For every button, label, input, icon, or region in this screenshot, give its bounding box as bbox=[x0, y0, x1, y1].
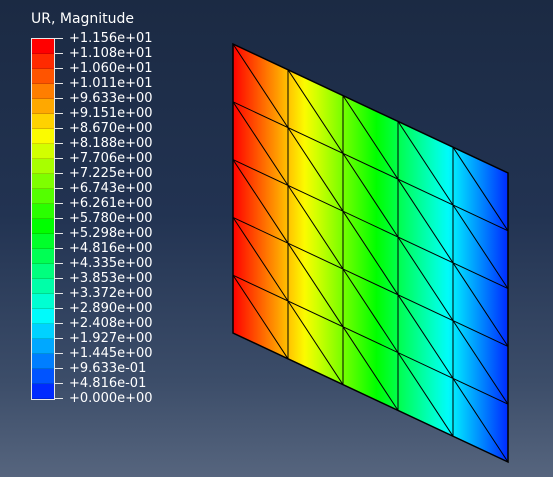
mesh-edge bbox=[232, 159, 509, 290]
mesh-edge bbox=[397, 121, 454, 206]
legend-swatch bbox=[32, 369, 54, 384]
legend-tick-label: +8.670e+00 bbox=[54, 121, 153, 136]
legend-tick-labels: +1.156e+01 +1.108e+01 +1.060e+01 +1.011e+01… bbox=[54, 31, 153, 406]
mesh-edge bbox=[232, 101, 289, 186]
legend-swatch bbox=[32, 84, 54, 99]
legend-tick-label: +9.151e+00 bbox=[54, 106, 153, 121]
legend-tick-label: +9.633e+00 bbox=[54, 91, 153, 106]
legend-swatch bbox=[32, 69, 54, 84]
mesh-edge bbox=[342, 210, 399, 296]
mesh-edge bbox=[232, 43, 289, 128]
legend-tick-label: +6.261e+00 bbox=[54, 196, 153, 211]
legend-swatch bbox=[32, 339, 54, 354]
legend-swatch bbox=[32, 234, 54, 249]
legend-swatch bbox=[32, 279, 54, 294]
legend-swatch bbox=[32, 99, 54, 114]
mesh-edge bbox=[232, 216, 509, 347]
legend-tick-label: +5.780e+00 bbox=[54, 211, 153, 226]
mesh-edge bbox=[452, 204, 509, 289]
legend-tick-label: +8.188e+00 bbox=[54, 136, 153, 151]
legend-tick-label: +4.335e+00 bbox=[54, 256, 153, 271]
legend-tick-label: +0.000e+00 bbox=[54, 391, 153, 406]
mesh-edge bbox=[397, 352, 454, 437]
legend-tick-label: +1.011e+01 bbox=[54, 76, 153, 91]
legend-tick-label: +1.927e+00 bbox=[54, 331, 153, 346]
legend-swatch bbox=[32, 54, 54, 69]
mesh-edge bbox=[342, 95, 399, 180]
legend-tick-label: +3.372e+00 bbox=[54, 286, 153, 301]
legend-swatch bbox=[32, 39, 54, 54]
legend-swatch bbox=[32, 309, 54, 324]
legend-swatch bbox=[32, 384, 54, 399]
mesh-edge bbox=[232, 217, 289, 302]
legend-swatch bbox=[32, 324, 54, 339]
mesh-edge bbox=[232, 274, 509, 405]
legend-tick-label: +6.743e+00 bbox=[54, 181, 153, 196]
legend-color-bar bbox=[31, 38, 55, 400]
legend-swatch bbox=[32, 219, 54, 234]
mesh-edge bbox=[452, 320, 509, 405]
mesh-edge bbox=[342, 268, 399, 353]
mesh-edge bbox=[397, 178, 454, 264]
mesh-edge bbox=[452, 378, 509, 463]
legend-swatch bbox=[32, 264, 54, 279]
legend-swatch bbox=[32, 204, 54, 219]
mesh-edge bbox=[287, 300, 344, 385]
legend-tick-label: +1.445e+00 bbox=[54, 346, 153, 361]
mesh-edge bbox=[342, 153, 399, 238]
legend-tick-label: +7.706e+00 bbox=[54, 151, 153, 166]
legend-tick-label: +1.060e+01 bbox=[54, 61, 153, 76]
legend-tick-label: +1.156e+01 bbox=[54, 31, 153, 46]
legend-tick-label: +2.890e+00 bbox=[54, 301, 153, 316]
mesh-edge bbox=[287, 242, 344, 328]
legend-tick-label: +1.108e+01 bbox=[54, 46, 153, 61]
legend-tick-label: +5.298e+00 bbox=[54, 226, 153, 241]
legend-title: UR, Magnitude bbox=[31, 11, 135, 27]
legend-swatch bbox=[32, 294, 54, 309]
legend-swatch bbox=[32, 129, 54, 144]
legend-swatch bbox=[32, 174, 54, 189]
mesh-edge bbox=[287, 127, 344, 212]
mesh-edge bbox=[232, 159, 289, 244]
mesh-edge bbox=[397, 236, 454, 321]
mesh-edge bbox=[232, 101, 509, 232]
mesh-grid bbox=[232, 43, 509, 463]
mesh-edge bbox=[452, 262, 509, 347]
legend-tick-label: +7.225e+00 bbox=[54, 166, 153, 181]
legend-tick-label: +4.816e+00 bbox=[54, 241, 153, 256]
legend-tick-label: +2.408e+00 bbox=[54, 316, 153, 331]
legend-tick-label: +9.633e-01 bbox=[54, 361, 153, 376]
legend-swatch bbox=[32, 114, 54, 129]
mesh-edge bbox=[287, 69, 344, 154]
legend-swatch bbox=[32, 159, 54, 174]
legend-swatch bbox=[32, 249, 54, 264]
legend-swatch bbox=[32, 144, 54, 159]
mesh-edge bbox=[287, 185, 344, 270]
mesh-edge bbox=[397, 294, 454, 379]
legend-swatch bbox=[32, 189, 54, 204]
mesh-edge bbox=[232, 274, 289, 360]
mesh-edge bbox=[342, 326, 399, 411]
legend-tick-label: +4.816e-01 bbox=[54, 376, 153, 391]
legend-tick-label: +3.853e+00 bbox=[54, 271, 153, 286]
mesh-edge bbox=[452, 146, 509, 232]
legend-swatch bbox=[32, 354, 54, 369]
